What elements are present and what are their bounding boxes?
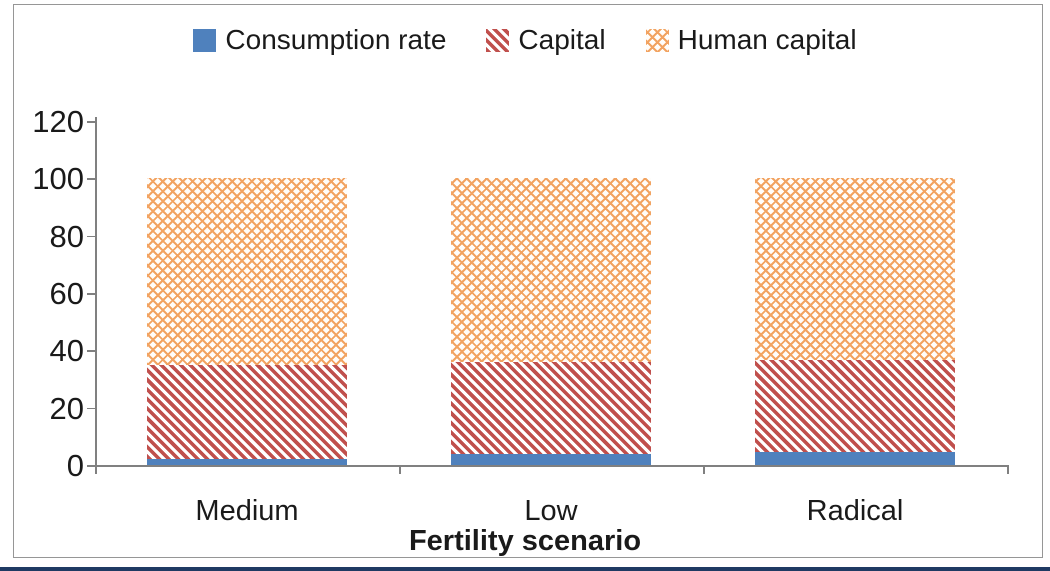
x-category-label-radical: Radical bbox=[806, 495, 904, 527]
legend: Consumption rate Capital Human capital bbox=[0, 22, 1050, 58]
bar-segment-medium-consumption-rate bbox=[147, 459, 347, 465]
bar-segment-medium-human-capital bbox=[147, 178, 347, 365]
window-bottom-edge bbox=[0, 567, 1050, 571]
y-tick bbox=[87, 178, 95, 180]
y-tick bbox=[87, 350, 95, 352]
x-axis-title: Fertility scenario bbox=[408, 525, 642, 557]
legend-swatch-human-capital bbox=[645, 28, 669, 52]
bar-segment-radical-consumption-rate bbox=[755, 452, 955, 465]
legend-swatch-capital bbox=[486, 28, 510, 52]
x-tick bbox=[399, 465, 401, 474]
legend-item-capital: Capital bbox=[486, 24, 606, 56]
x-axis-line bbox=[95, 465, 1007, 467]
bar-medium bbox=[147, 178, 347, 465]
y-tick-label: 0 bbox=[66, 448, 84, 483]
y-tick bbox=[87, 121, 95, 123]
bar-segment-medium-capital bbox=[147, 364, 347, 460]
y-tick-label: 80 bbox=[49, 218, 84, 254]
bar-segment-low-human-capital bbox=[451, 178, 651, 362]
y-tick bbox=[87, 293, 95, 295]
bar-low bbox=[451, 178, 651, 465]
x-category-label-low: Low bbox=[524, 495, 578, 527]
bar-segment-low-consumption-rate bbox=[451, 453, 651, 465]
legend-label-capital: Capital bbox=[518, 24, 606, 55]
legend-item-consumption-rate: Consumption rate bbox=[193, 24, 446, 56]
x-category-label-medium: Medium bbox=[195, 495, 299, 527]
legend-item-human-capital: Human capital bbox=[645, 24, 857, 56]
bar-radical bbox=[755, 178, 955, 465]
x-tick bbox=[95, 465, 97, 474]
legend-label-human-capital: Human capital bbox=[677, 24, 857, 55]
y-tick-label: 100 bbox=[32, 161, 84, 197]
legend-label-consumption-rate: Consumption rate bbox=[225, 24, 447, 55]
bar-segment-radical-capital bbox=[755, 360, 955, 453]
y-tick bbox=[87, 407, 95, 410]
x-tick bbox=[1007, 465, 1009, 474]
y-tick-label: 60 bbox=[49, 276, 84, 311]
bar-segment-low-capital bbox=[451, 361, 651, 454]
y-tick bbox=[87, 465, 95, 467]
x-tick bbox=[703, 465, 705, 474]
y-tick-label: 40 bbox=[49, 333, 84, 369]
bar-segment-radical-human-capital bbox=[755, 178, 955, 361]
y-tick-label: 120 bbox=[32, 104, 84, 139]
y-axis-line bbox=[95, 117, 97, 467]
y-tick-label: 20 bbox=[49, 390, 84, 426]
legend-swatch-consumption-rate bbox=[193, 28, 217, 52]
y-tick bbox=[87, 235, 95, 238]
